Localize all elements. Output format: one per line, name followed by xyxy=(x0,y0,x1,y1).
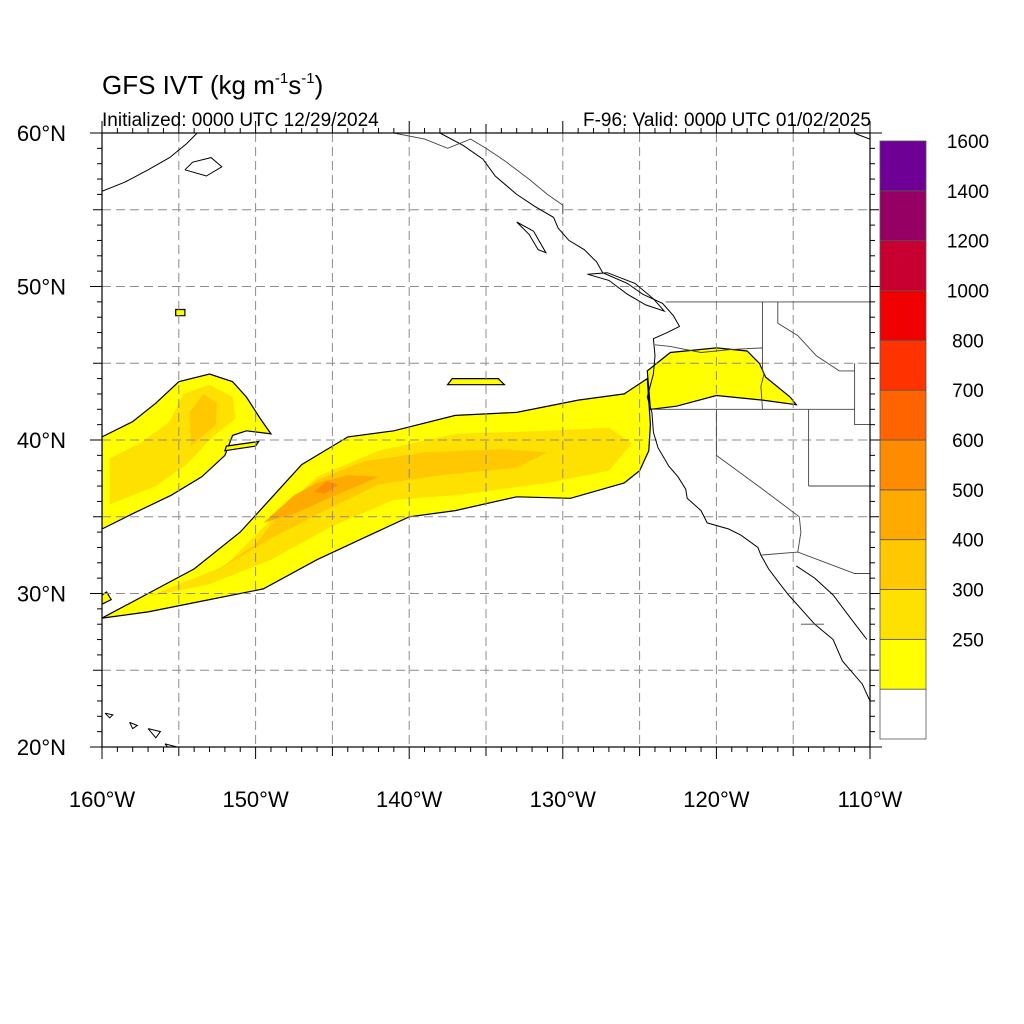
colorbar-label: 400 xyxy=(952,531,984,552)
vancouver-island xyxy=(587,272,666,313)
x-tick-label: 160°W xyxy=(69,787,136,812)
y-tick-label: 60°N xyxy=(17,121,66,146)
colorbar-swatch xyxy=(879,638,927,690)
small-patch-c-contour xyxy=(224,440,260,452)
colorbar-swatch xyxy=(879,190,927,242)
colorbar-swatch xyxy=(879,389,927,441)
coastline-layer xyxy=(102,133,870,747)
small-patch-d xyxy=(102,591,113,605)
colorbar-label: 800 xyxy=(952,331,984,352)
wyoming-line xyxy=(854,363,870,426)
main-atmospheric-river-band-0 xyxy=(148,427,632,597)
alaska-peninsula xyxy=(102,133,198,192)
california-nevada-border xyxy=(715,409,800,518)
colorbar-label: 600 xyxy=(952,431,984,452)
axis-ticks: 160°W 150°W 140°W 130°W 120°W 110°W 60°N 50°N 40… xyxy=(17,121,903,812)
washington-oregon-border xyxy=(654,344,765,375)
map-title: GFS IVT (kg m-1s-1) xyxy=(102,70,324,100)
colorbar-label: 250 xyxy=(952,630,984,651)
small-patch-c-fill xyxy=(224,441,259,451)
us-mexico-border xyxy=(760,551,870,574)
small-patch-a-fill xyxy=(175,309,185,316)
small-patch-d-contour xyxy=(102,591,113,605)
small-patch-c xyxy=(224,440,260,452)
colorbar-swatch xyxy=(879,688,927,740)
y-tick-label: 30°N xyxy=(17,582,66,607)
hawaii-big-island xyxy=(164,743,179,747)
colorbar-swatch xyxy=(879,339,927,391)
inland-ivt-extension-fill xyxy=(647,347,797,410)
small-patch-d-fill xyxy=(102,592,112,605)
colorbar-label: 700 xyxy=(952,381,984,402)
gulf-of-california-east xyxy=(796,565,868,640)
colorbar-label: 1200 xyxy=(947,232,989,253)
x-tick-label: 140°W xyxy=(376,787,443,812)
haida-gwaii xyxy=(516,221,548,254)
hawaii-islands-2 xyxy=(129,721,139,730)
y-tick-label: 40°N xyxy=(17,428,66,453)
small-patch-a-contour xyxy=(175,308,186,317)
main-atmospheric-river-contour xyxy=(102,377,652,619)
y-tick-label: 50°N xyxy=(17,275,66,300)
small-patch-b-contour xyxy=(446,378,506,386)
y-tick-label: 20°N xyxy=(17,735,66,760)
ivt-shading-layer xyxy=(102,308,798,619)
northwest-ivt-plume-band-1 xyxy=(189,393,218,447)
colorbar-swatch xyxy=(879,290,927,341)
arizona-california-river xyxy=(797,516,802,553)
small-patch-a xyxy=(175,308,186,317)
idaho-montana-border xyxy=(777,301,855,372)
initialized-time: Initialized: 0000 UTC 12/29/2024 xyxy=(102,110,379,131)
main-atmospheric-river-band-2 xyxy=(263,475,379,523)
hawaii-islands-3 xyxy=(147,728,162,739)
inland-ivt-extension xyxy=(646,347,798,410)
valid-time: F-96: Valid: 0000 UTC 01/02/2025 xyxy=(583,110,871,131)
small-patch-b xyxy=(446,378,506,386)
grid-lines xyxy=(102,133,870,747)
small-patch-b-fill xyxy=(447,378,505,385)
colorbar-swatch xyxy=(879,240,927,291)
colorbar-label: 500 xyxy=(952,481,984,502)
alaska-panhandle-and-bc-coast xyxy=(439,133,870,702)
main-atmospheric-river-band-1 xyxy=(209,449,548,576)
x-tick-label: 110°W xyxy=(838,787,903,812)
x-tick-label: 120°W xyxy=(683,787,750,812)
canada-alaska-border xyxy=(393,133,564,215)
colorbar: 250 300 400 500 600 700 800 1000 1200 1400 1600 xyxy=(879,132,989,740)
colorbar-label: 1600 xyxy=(947,132,989,153)
yukon-coast-upper xyxy=(854,133,870,140)
oregon-idaho-border xyxy=(760,373,765,410)
colorbar-swatch xyxy=(879,539,927,590)
colorbar-label: 300 xyxy=(952,581,984,602)
hawaii-islands xyxy=(104,712,114,719)
colorbar-swatch xyxy=(879,489,927,541)
main-atmospheric-river xyxy=(102,377,652,619)
northwest-ivt-plume-contour xyxy=(102,373,273,530)
colorbar-swatch xyxy=(879,439,927,491)
colorbar-swatch xyxy=(879,589,927,640)
colorbar-swatch xyxy=(879,140,927,192)
northwest-ivt-plume xyxy=(102,373,273,530)
x-tick-label: 130°W xyxy=(530,787,597,812)
x-tick-label: 150°W xyxy=(222,787,289,812)
border-layer xyxy=(393,133,870,625)
colorbar-label: 1400 xyxy=(947,182,989,203)
colorbar-label: 1000 xyxy=(947,282,989,303)
kodiak-island xyxy=(184,157,223,177)
